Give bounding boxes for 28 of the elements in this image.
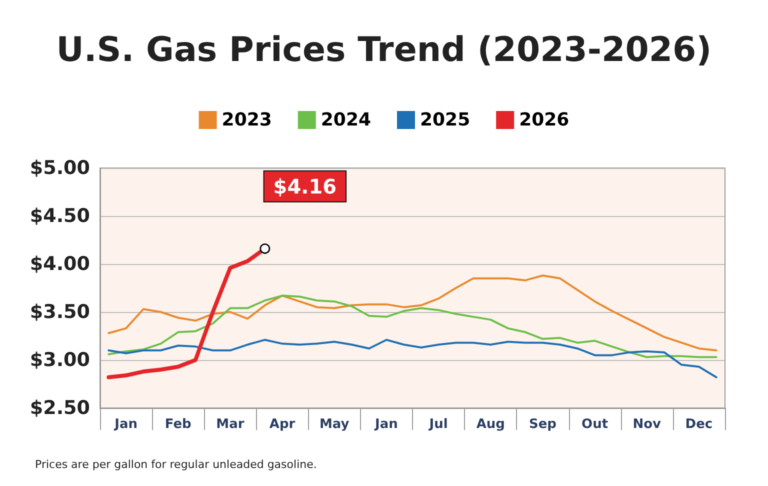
x-tick-label: Mar bbox=[216, 417, 245, 432]
legend-label: 2024 bbox=[320, 110, 372, 130]
legend-label: 2025 bbox=[420, 110, 470, 130]
y-tick-label: $5.00 bbox=[30, 157, 90, 179]
x-tick-label: Jul bbox=[428, 417, 448, 432]
chart-title: U.S. Gas Prices Trend (2023-2026) bbox=[56, 30, 712, 70]
line-series bbox=[108, 294, 718, 358]
line-series bbox=[108, 274, 718, 352]
x-tick-label: Jan bbox=[114, 417, 138, 432]
x-tick-label: Aug bbox=[476, 417, 505, 432]
legend-label: 2026 bbox=[519, 110, 570, 130]
y-tick-label: $4.00 bbox=[30, 253, 90, 275]
x-tick-label: Sep bbox=[528, 417, 556, 432]
text: Prices are per gallon for regular unleaded gasoline. bbox=[35, 458, 317, 471]
x-tick-label: Apr bbox=[269, 417, 296, 432]
x-tick-label: May bbox=[319, 417, 350, 432]
legend-label: 2023 bbox=[222, 110, 272, 130]
x-tick-label: Jan bbox=[374, 417, 398, 432]
x-tick-label: Feb bbox=[164, 417, 192, 432]
data-label: $4.16 bbox=[273, 174, 337, 198]
y-tick-label: $2.50 bbox=[30, 397, 90, 419]
line-series bbox=[108, 338, 718, 378]
y-tick-label: $4.50 bbox=[30, 205, 90, 227]
x-tick-label: Nov bbox=[632, 417, 662, 432]
x-tick-label: Dec bbox=[685, 417, 713, 432]
y-tick-label: $3.50 bbox=[30, 301, 90, 323]
y-tick-label: $3.00 bbox=[30, 349, 90, 371]
x-tick-label: Out bbox=[582, 417, 608, 432]
